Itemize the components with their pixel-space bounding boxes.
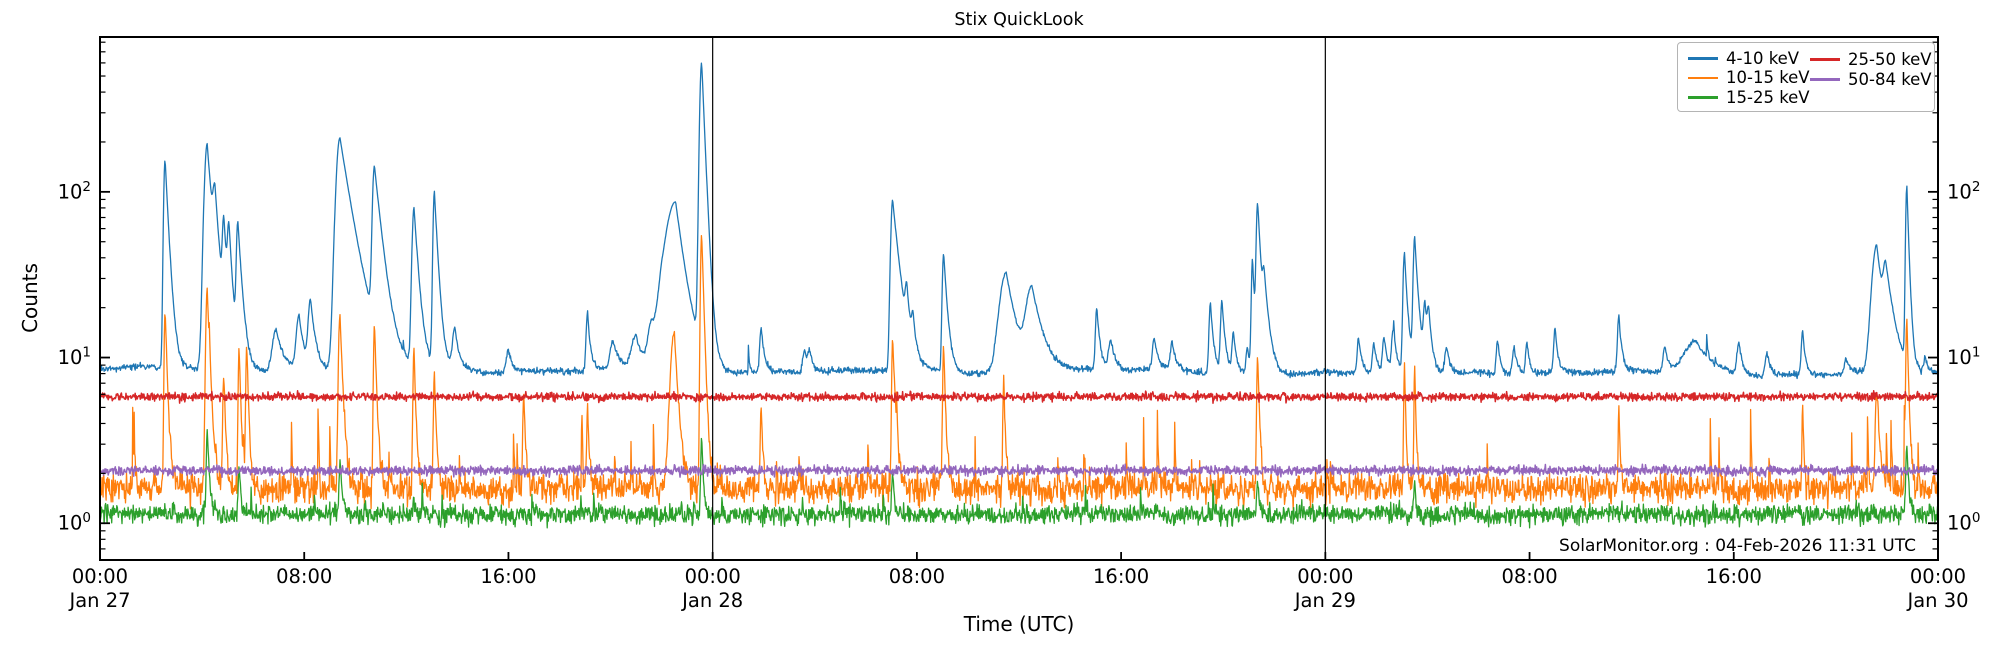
legend-line-swatch-icon xyxy=(1688,57,1718,60)
x-tick-time-label: 00:00 xyxy=(72,565,128,588)
series-line-4-10-kev xyxy=(99,62,1939,380)
legend-column-2: 25-50 keV 50-84 keV xyxy=(1810,49,1932,107)
x-tick-day-label: Jan 28 xyxy=(680,589,743,612)
series-line-15-25-kev xyxy=(99,429,1939,529)
y-tick-label: 100 xyxy=(1947,510,1980,535)
legend-line-swatch-icon xyxy=(1688,76,1718,80)
legend-label: 25-50 keV xyxy=(1848,49,1932,69)
legend-item: 50-84 keV xyxy=(1810,70,1932,91)
x-tick-day-label: Jan 29 xyxy=(1293,589,1356,612)
legend-label: 10-15 keV xyxy=(1726,68,1810,88)
x-tick-time-label: 16:00 xyxy=(1706,565,1762,588)
legend-item: 25-50 keV xyxy=(1810,49,1932,70)
legend-item: 4-10 keV xyxy=(1688,49,1810,68)
x-tick-time-label: 00:00 xyxy=(1297,565,1353,588)
y-tick-label: 101 xyxy=(1947,345,1980,370)
legend-column-1: 4-10 keV 10-15 keV 15-25 keV xyxy=(1688,49,1810,107)
x-tick-time-label: 08:00 xyxy=(276,565,332,588)
x-tick-day-label: Jan 27 xyxy=(67,589,130,612)
legend-label: 15-25 keV xyxy=(1726,87,1810,107)
day-boundary-lines xyxy=(712,37,1326,560)
y-tick-label: 102 xyxy=(58,179,91,204)
legend-item: 15-25 keV xyxy=(1688,88,1810,107)
legend-label: 50-84 keV xyxy=(1848,70,1932,90)
y-tick-label: 100 xyxy=(58,510,91,535)
y-ticks: 100 100 101 101 102 102 xyxy=(58,41,1980,561)
y-tick-label: 102 xyxy=(1947,179,1980,204)
y-tick-label: 101 xyxy=(58,345,91,370)
legend: 4-10 keV 10-15 keV 15-25 keV 25-50 keV 5… xyxy=(1677,42,1935,112)
x-tick-time-label: 16:00 xyxy=(1093,565,1149,588)
legend-line-swatch-icon xyxy=(1810,57,1840,61)
x-tick-time-label: 00:00 xyxy=(685,565,741,588)
watermark-text: SolarMonitor.org : 04-Feb-2026 11:31 UTC xyxy=(1559,536,1916,556)
x-tick-time-label: 08:00 xyxy=(1501,565,1557,588)
legend-line-swatch-icon xyxy=(1688,96,1718,99)
x-tick-day-label: Jan 30 xyxy=(1905,589,1968,612)
plot-border xyxy=(99,36,1939,561)
y-axis-label: Counts xyxy=(18,263,42,333)
chart-title: Stix QuickLook xyxy=(954,10,1084,30)
legend-line-swatch-icon xyxy=(1810,78,1840,82)
series-line-10-15-kev xyxy=(99,234,1939,511)
x-axis-label: Time (UTC) xyxy=(963,612,1075,636)
series-group xyxy=(99,62,1939,529)
series-line-25-50-kev xyxy=(99,389,1939,404)
axes xyxy=(99,36,1939,561)
x-tick-time-label: 16:00 xyxy=(480,565,536,588)
x-tick-time-label: 00:00 xyxy=(1910,565,1966,588)
legend-label: 4-10 keV xyxy=(1726,49,1800,69)
x-tick-time-label: 08:00 xyxy=(889,565,945,588)
legend-item: 10-15 keV xyxy=(1688,68,1810,87)
series-line-50-84-kev xyxy=(99,463,1939,479)
